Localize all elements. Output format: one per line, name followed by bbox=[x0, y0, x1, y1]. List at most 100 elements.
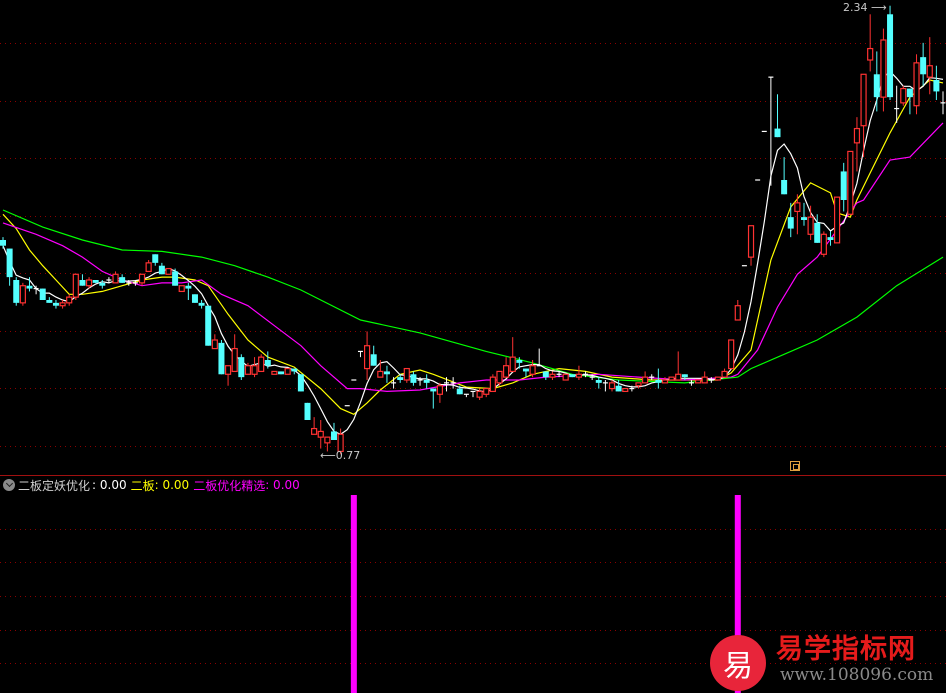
ma-line-ma_longest bbox=[2, 209, 944, 384]
candle-body-down bbox=[185, 285, 192, 289]
candle-body-down bbox=[595, 380, 602, 383]
candle-body-down bbox=[516, 360, 523, 363]
candle-body-up bbox=[562, 373, 569, 381]
line2-label: 二板优化精选 bbox=[193, 478, 266, 493]
candle-body-down bbox=[933, 80, 940, 92]
candle-body-up bbox=[575, 373, 583, 378]
candle-body-down bbox=[873, 74, 880, 98]
candle-body-up bbox=[642, 376, 649, 384]
line1-label: 二板 bbox=[130, 478, 155, 493]
candle-body-down bbox=[205, 305, 212, 346]
low-price-label: ⟵0.77 bbox=[320, 449, 361, 462]
collapse-chevron-icon[interactable] bbox=[3, 479, 15, 491]
candle-body-down bbox=[218, 342, 225, 375]
candle-body-up bbox=[502, 365, 510, 378]
flame-logo-icon: 易 bbox=[710, 635, 766, 691]
candle-body-up bbox=[853, 127, 861, 144]
candle-body-down bbox=[278, 371, 285, 375]
signal-bar bbox=[350, 495, 357, 693]
candle-body-up bbox=[529, 365, 536, 375]
event-marker-icon[interactable] bbox=[790, 461, 800, 471]
candle-body-down bbox=[158, 265, 165, 275]
candle-body-down bbox=[681, 374, 688, 378]
candle-body-down bbox=[238, 357, 245, 378]
candle-body-up bbox=[913, 62, 920, 107]
candle-body-down bbox=[119, 277, 126, 283]
candle-body-up bbox=[311, 427, 318, 435]
candle-body-up bbox=[66, 296, 73, 304]
candle-body-up bbox=[926, 65, 933, 78]
candle-body-up bbox=[284, 367, 291, 375]
candle-body-up bbox=[138, 273, 146, 284]
candle-body-up bbox=[496, 370, 503, 384]
candle-body-down bbox=[774, 128, 781, 138]
indicator-header: 二板定妖优化 : 0.00 二板 : 0.00 二板优化精选 : 0.00 bbox=[3, 477, 304, 493]
candle-body-up bbox=[363, 345, 371, 370]
candle-body-up bbox=[324, 436, 331, 444]
candle-body-down bbox=[39, 288, 46, 300]
candle-body-up bbox=[701, 376, 708, 384]
candle-body-up bbox=[668, 376, 675, 381]
candle-body-up bbox=[112, 273, 119, 284]
candle-body-down bbox=[304, 402, 311, 420]
candle-body-down bbox=[840, 171, 847, 200]
candle-body-down bbox=[152, 254, 159, 263]
candle-body-up bbox=[317, 430, 324, 438]
candle-body-down bbox=[920, 57, 927, 75]
candle-body-up bbox=[178, 285, 185, 293]
candle-body-up bbox=[675, 373, 682, 381]
candle-body-down bbox=[814, 222, 821, 243]
candle-body-up bbox=[436, 385, 444, 395]
candle-body-down bbox=[198, 302, 205, 306]
candle-body-up bbox=[549, 373, 556, 378]
indicator-name: 二板定妖优化 bbox=[18, 478, 91, 493]
candle-body-up bbox=[489, 376, 496, 393]
candle-body-up bbox=[608, 382, 616, 390]
candle-body-up bbox=[244, 365, 252, 375]
watermark-title: 易学指标网 bbox=[776, 634, 916, 665]
candle-body-down bbox=[906, 88, 913, 98]
candle-body-down bbox=[522, 368, 529, 372]
candle-body-down bbox=[6, 248, 13, 278]
candle-body-up bbox=[224, 365, 232, 375]
candle-body-up bbox=[714, 376, 722, 381]
candle-body-up bbox=[820, 233, 827, 255]
candle-body-up bbox=[251, 365, 258, 375]
candle-body-down bbox=[430, 388, 437, 392]
candle-body-up bbox=[403, 367, 410, 381]
candle-body-up bbox=[847, 150, 854, 215]
candle-body-down bbox=[79, 280, 86, 286]
candle-body-down bbox=[191, 294, 198, 303]
candle-body-down bbox=[781, 180, 788, 195]
candle-body-up bbox=[728, 339, 735, 370]
line2-value: : 0.00 bbox=[265, 478, 300, 492]
candle-body-down bbox=[99, 282, 106, 286]
candle-body-down bbox=[370, 354, 377, 366]
candle-body-down bbox=[92, 280, 99, 283]
candle-body-down bbox=[800, 217, 807, 220]
candle-body-up bbox=[271, 370, 278, 375]
candle-body-down bbox=[383, 371, 390, 375]
indicator-name-value: : 0.00 bbox=[92, 478, 127, 492]
candle-body-up bbox=[72, 273, 79, 298]
candle-body-down bbox=[330, 431, 337, 440]
line1-value: : 0.00 bbox=[154, 478, 190, 492]
watermark-url: www.108096.com bbox=[780, 665, 934, 685]
candle-body-up bbox=[747, 225, 755, 258]
ma-line-ma_mid bbox=[2, 79, 944, 415]
candle-body-up bbox=[721, 370, 728, 378]
candle-body-up bbox=[694, 379, 702, 384]
ma-line-short bbox=[2, 70, 944, 435]
candle-body-up bbox=[661, 379, 669, 384]
candle-body-up bbox=[19, 285, 26, 304]
candle-body-up bbox=[509, 356, 516, 373]
candle-body-up bbox=[377, 370, 384, 378]
candle-body-up bbox=[635, 382, 642, 387]
candle-body-down bbox=[410, 374, 417, 383]
candle-body-up bbox=[85, 279, 93, 287]
candle-body-down bbox=[52, 302, 59, 306]
candle-body-down bbox=[397, 377, 404, 380]
candle-body-down bbox=[787, 217, 794, 229]
candle-body-down bbox=[172, 271, 179, 286]
